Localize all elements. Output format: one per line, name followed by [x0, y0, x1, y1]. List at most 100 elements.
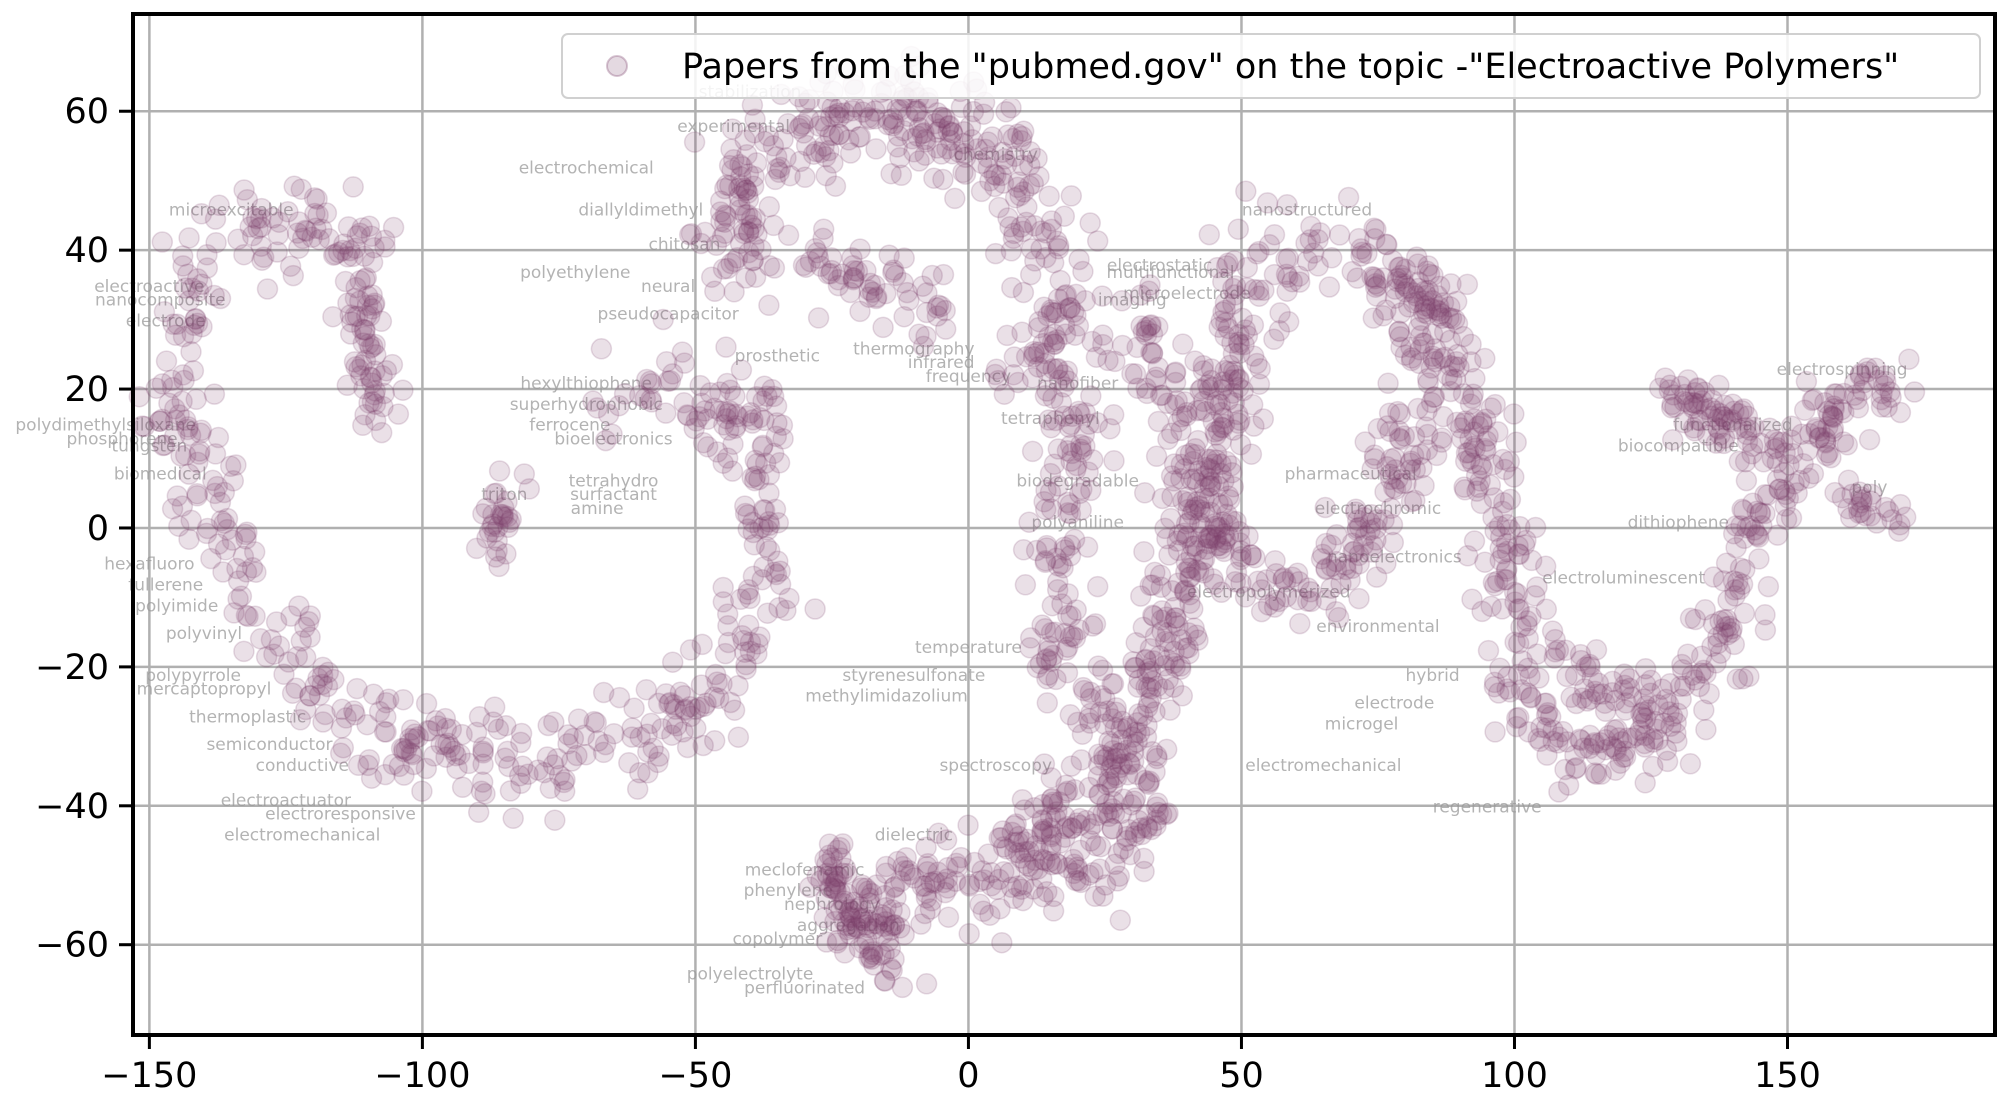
data-point [1023, 215, 1046, 237]
data-point [1366, 508, 1388, 531]
data-point [1604, 759, 1627, 781]
data-point [152, 434, 174, 457]
data-point [995, 101, 1017, 123]
data-point [500, 508, 522, 531]
data-point [1503, 403, 1525, 425]
data-point [703, 397, 726, 420]
data-point [926, 137, 949, 159]
data-point [962, 100, 985, 123]
data-point [247, 217, 269, 240]
data-point [613, 383, 636, 405]
data-point [1376, 415, 1399, 437]
data-point [733, 222, 755, 245]
data-point [1241, 393, 1264, 416]
data-point [353, 245, 376, 267]
data-point [346, 225, 369, 247]
data-point [765, 563, 788, 586]
data-point [737, 188, 760, 211]
data-point [987, 369, 1010, 392]
data-point [1277, 311, 1300, 333]
data-point [1155, 738, 1178, 761]
data-point [608, 394, 630, 417]
word-label: electromechanical [224, 826, 380, 846]
data-point [1535, 598, 1558, 621]
data-point [877, 108, 899, 131]
data-point [743, 217, 765, 240]
data-point [1491, 598, 1513, 620]
data-point [1339, 569, 1361, 591]
word-labels: microexcitable nanostructuredelectrochemi… [15, 82, 1907, 998]
data-point [352, 414, 374, 437]
data-point [196, 244, 218, 266]
data-point [1046, 230, 1068, 253]
data-point [1130, 315, 1152, 337]
data-point [286, 645, 309, 668]
data-point [1428, 296, 1450, 318]
data-point [277, 651, 300, 673]
data-point [729, 199, 751, 221]
word-label: conductive [256, 756, 349, 776]
data-point [1741, 443, 1763, 465]
data-point [1516, 615, 1538, 637]
data-point [537, 714, 559, 737]
data-point [1754, 484, 1776, 506]
data-point [1365, 529, 1387, 551]
data-point [233, 640, 255, 663]
data-point [371, 365, 393, 387]
data-point [375, 706, 397, 728]
data-point [807, 307, 830, 329]
data-point [1348, 553, 1370, 575]
data-point [762, 385, 785, 408]
data-point [1061, 442, 1083, 465]
data-point [1012, 220, 1034, 243]
data-point [1701, 635, 1723, 657]
data-point [295, 698, 317, 721]
data-point [736, 583, 759, 605]
data-point [355, 305, 378, 327]
data-point [1215, 450, 1238, 473]
data-point [356, 713, 378, 736]
data-point [950, 96, 973, 119]
data-point [1007, 171, 1030, 193]
y-tick-label: 40 [64, 231, 109, 271]
data-point [752, 390, 774, 412]
data-point [737, 578, 760, 601]
data-point [737, 504, 759, 526]
data-point [714, 177, 736, 200]
data-point [1164, 361, 1187, 383]
data-point [1056, 360, 1079, 382]
data-point [1034, 385, 1057, 407]
y-tick-label: −60 [35, 926, 109, 966]
data-point [1320, 555, 1343, 578]
data-point [926, 305, 949, 327]
data-point [915, 973, 938, 995]
data-point [1015, 346, 1038, 368]
data-point [715, 336, 737, 358]
data-point [553, 780, 576, 802]
data-point [657, 370, 679, 392]
data-point [714, 204, 736, 226]
data-point [732, 629, 755, 652]
data-point [226, 557, 248, 580]
word-label: amine [571, 499, 624, 519]
data-point [1167, 410, 1190, 433]
data-point [735, 179, 757, 201]
data-point [688, 696, 711, 719]
data-point [344, 305, 366, 328]
data-point [364, 360, 386, 382]
data-point [954, 142, 976, 165]
data-point [209, 491, 232, 514]
data-point [164, 425, 186, 447]
word-label: chitosan [649, 235, 721, 255]
data-point [1407, 277, 1430, 300]
data-point [358, 333, 380, 355]
word-label: aggregation [797, 916, 900, 936]
data-point [334, 270, 357, 293]
data-point [488, 460, 511, 482]
data-point [1377, 372, 1399, 395]
data-point [886, 98, 908, 121]
data-point [510, 722, 533, 745]
data-point [1378, 402, 1401, 424]
data-point [1466, 480, 1488, 502]
data-point [703, 686, 726, 708]
